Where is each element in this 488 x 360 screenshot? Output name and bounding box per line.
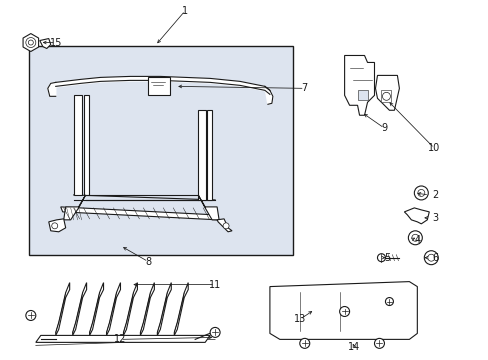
Text: 2: 2 <box>431 190 437 200</box>
Polygon shape <box>157 283 171 336</box>
Text: 14: 14 <box>348 342 360 352</box>
Polygon shape <box>106 283 120 336</box>
Circle shape <box>411 234 418 241</box>
Text: 10: 10 <box>427 143 440 153</box>
Circle shape <box>26 310 36 320</box>
Bar <box>29 45 292 255</box>
Polygon shape <box>217 219 232 232</box>
Text: 11: 11 <box>208 280 221 289</box>
Circle shape <box>377 254 385 262</box>
Polygon shape <box>198 195 219 220</box>
Polygon shape <box>264 86 272 104</box>
Circle shape <box>385 298 393 306</box>
Circle shape <box>427 254 434 261</box>
Text: 15: 15 <box>49 37 62 48</box>
Polygon shape <box>48 82 56 96</box>
Circle shape <box>26 37 36 48</box>
Circle shape <box>413 186 427 200</box>
Polygon shape <box>269 282 416 339</box>
Polygon shape <box>357 90 367 100</box>
Polygon shape <box>49 219 65 232</box>
Text: 3: 3 <box>431 213 437 223</box>
Circle shape <box>223 223 228 229</box>
Circle shape <box>52 223 58 229</box>
Polygon shape <box>174 283 188 336</box>
Polygon shape <box>23 33 39 51</box>
Circle shape <box>210 328 220 337</box>
Polygon shape <box>61 207 218 220</box>
Circle shape <box>374 338 384 348</box>
Bar <box>74 95 81 195</box>
Circle shape <box>299 338 309 348</box>
Circle shape <box>407 231 422 245</box>
Polygon shape <box>344 55 374 115</box>
Circle shape <box>424 251 437 265</box>
Circle shape <box>28 40 33 45</box>
Polygon shape <box>36 336 210 342</box>
Text: 9: 9 <box>381 123 386 133</box>
Bar <box>207 110 212 200</box>
Text: 8: 8 <box>145 257 151 267</box>
Text: 1: 1 <box>182 6 188 15</box>
Text: 6: 6 <box>431 253 437 263</box>
Text: 7: 7 <box>301 84 307 93</box>
Bar <box>148 77 170 95</box>
Polygon shape <box>73 283 86 336</box>
Polygon shape <box>404 208 428 224</box>
Text: 4: 4 <box>413 235 420 245</box>
Polygon shape <box>63 195 85 220</box>
Circle shape <box>339 306 349 316</box>
Circle shape <box>417 189 424 197</box>
Polygon shape <box>56 283 69 336</box>
Polygon shape <box>381 90 390 102</box>
Text: 12: 12 <box>114 334 126 345</box>
Text: 13: 13 <box>293 314 305 324</box>
Bar <box>83 95 88 195</box>
Polygon shape <box>89 283 103 336</box>
Polygon shape <box>140 283 154 336</box>
Bar <box>198 110 206 200</box>
Polygon shape <box>40 39 51 49</box>
Polygon shape <box>375 75 399 110</box>
Polygon shape <box>123 283 137 336</box>
Text: 5: 5 <box>384 253 390 263</box>
Circle shape <box>382 92 389 100</box>
